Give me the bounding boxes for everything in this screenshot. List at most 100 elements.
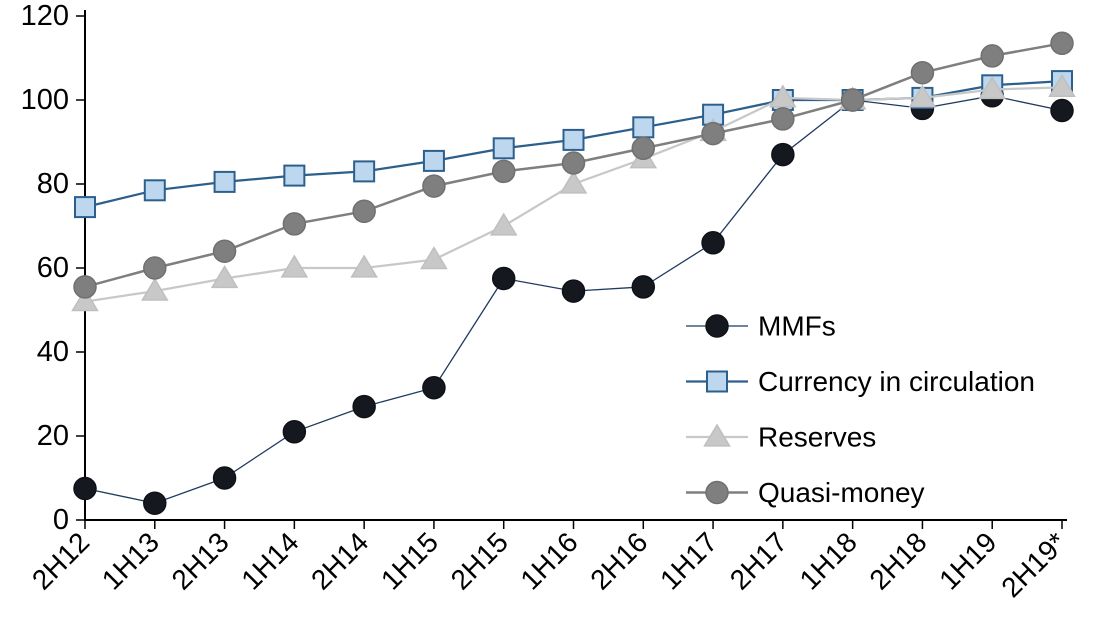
x-axis-tick-label: 1H17 — [654, 526, 723, 595]
square-marker — [143, 179, 166, 202]
circle-marker — [771, 107, 795, 131]
x-axis-tick-label-group: 2H13 — [166, 526, 235, 595]
triangle-marker — [559, 170, 588, 194]
square-marker — [632, 116, 655, 139]
x-axis-tick-label-group: 2H19* — [995, 526, 1072, 603]
circle-marker — [631, 136, 656, 161]
legend-item-quasi-money: Quasi-money — [686, 477, 925, 508]
circle-marker — [1050, 98, 1074, 123]
circle-marker — [143, 256, 167, 280]
legend-label: Currency in circulation — [758, 366, 1035, 397]
legend-label: MMFs — [758, 311, 836, 342]
circle-marker — [561, 279, 586, 303]
circle-marker — [705, 480, 729, 505]
square-marker — [562, 128, 585, 151]
legend-item-mmfs: MMFs — [686, 311, 836, 342]
circle-marker — [282, 212, 307, 236]
square-marker — [706, 370, 728, 393]
triangle-marker — [280, 254, 309, 278]
x-axis-tick-label-group: 1H19 — [933, 526, 1002, 595]
triangle-marker — [703, 423, 731, 447]
y-axis-tick-label: 20 — [37, 420, 69, 452]
legend-label: Reserves — [758, 422, 876, 453]
square-marker — [213, 170, 236, 193]
square-marker — [353, 160, 376, 183]
square-marker — [74, 196, 96, 219]
x-axis-tick-label-group: 1H16 — [514, 526, 583, 595]
y-axis-tick-label: 80 — [37, 168, 69, 200]
circle-marker — [701, 231, 725, 255]
x-axis-tick-label-group: 1H15 — [375, 526, 444, 595]
circle-marker — [561, 151, 586, 175]
series-quasi-money — [73, 31, 1074, 299]
circle-marker — [422, 174, 446, 198]
circle-marker — [282, 420, 307, 444]
x-axis-tick-label-group: 2H18 — [863, 526, 932, 595]
square-marker — [422, 149, 445, 172]
circle-marker — [631, 275, 656, 299]
y-axis-tick-label: 100 — [21, 84, 69, 116]
legend-label: Quasi-money — [758, 477, 925, 508]
x-axis-tick-label: 2H14 — [305, 526, 374, 595]
x-axis-tick-label-group: 2H16 — [584, 526, 653, 595]
circle-marker — [705, 314, 729, 338]
circle-marker — [491, 159, 516, 184]
triangle-marker — [769, 84, 797, 108]
triangle-marker — [420, 246, 448, 270]
x-axis-tick-label-group: 1H18 — [794, 526, 863, 595]
y-axis-tick-label: 120 — [21, 0, 69, 32]
x-axis-tick-label-group: 1H17 — [654, 526, 723, 595]
x-axis-tick-label-group: 1H14 — [235, 526, 304, 595]
circle-marker — [910, 60, 935, 85]
circle-marker — [422, 375, 446, 400]
circle-marker — [212, 466, 237, 490]
circle-marker — [771, 142, 795, 167]
circle-marker — [73, 476, 97, 501]
y-axis-tick-label: 60 — [37, 252, 69, 284]
x-axis-tick-label: 1H18 — [794, 526, 863, 595]
x-axis-tick-label: 2H12 — [26, 526, 95, 595]
x-axis-tick-label: 1H15 — [375, 526, 444, 595]
triangle-marker — [489, 212, 518, 236]
y-axis-tick-label: 0 — [53, 504, 69, 536]
x-axis-tick-label: 1H19 — [933, 526, 1002, 595]
triangle-marker — [978, 76, 1007, 100]
x-axis-tick-label-group: 2H17 — [724, 526, 793, 595]
circle-marker — [701, 121, 725, 146]
triangle-marker — [71, 288, 99, 312]
x-axis-tick-label-group: 2H12 — [26, 526, 95, 595]
circle-marker — [840, 88, 865, 112]
x-axis-tick-label: 1H13 — [96, 526, 165, 595]
legend: MMFs Currency in circulation Reserves Quasi… — [686, 311, 1035, 508]
x-axis-tick-label: 2H13 — [166, 526, 235, 595]
y-axis-tick-label: 40 — [37, 336, 69, 368]
triangle-marker — [210, 265, 239, 289]
circle-marker — [73, 275, 97, 299]
series-line-reserves — [84, 86, 1063, 303]
x-axis-tick-label: 2H17 — [724, 526, 793, 595]
triangle-marker — [1048, 73, 1076, 98]
circle-marker — [352, 199, 376, 224]
x-axis-tick-label: 2H19* — [995, 526, 1072, 603]
triangle-marker — [140, 277, 169, 301]
x-axis-tick-label: 2H18 — [863, 526, 932, 595]
legend-item-reserves: Reserves — [686, 422, 876, 453]
circle-marker — [212, 239, 237, 263]
circle-marker — [352, 394, 376, 419]
circle-marker — [143, 491, 167, 515]
square-marker — [492, 137, 515, 160]
square-marker — [283, 164, 306, 187]
circle-marker — [980, 44, 1004, 68]
x-axis-tick-label-group: 2H14 — [305, 526, 374, 595]
triangle-marker — [350, 254, 378, 278]
x-axis-tick-label-group: 2H15 — [445, 526, 514, 595]
x-axis-tick-label: 1H16 — [514, 526, 583, 595]
legend-item-currency-in-circulation: Currency in circulation — [686, 366, 1035, 397]
x-axis-tick-label-group: 1H13 — [96, 526, 165, 595]
x-axis-tick-label: 2H15 — [445, 526, 514, 595]
circle-marker — [491, 266, 516, 291]
x-axis-tick-label: 2H16 — [584, 526, 653, 595]
x-axis-tick-label: 1H14 — [235, 526, 304, 595]
